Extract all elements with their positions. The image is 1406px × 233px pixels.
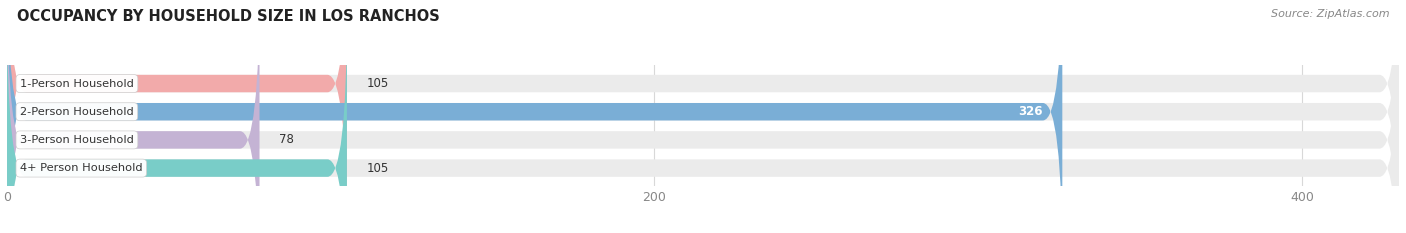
Text: 105: 105 [367, 161, 388, 175]
Text: 2-Person Household: 2-Person Household [20, 107, 134, 117]
FancyBboxPatch shape [7, 0, 260, 233]
Text: Source: ZipAtlas.com: Source: ZipAtlas.com [1271, 9, 1389, 19]
FancyBboxPatch shape [7, 8, 1399, 233]
FancyBboxPatch shape [7, 0, 1399, 233]
Text: 78: 78 [278, 134, 294, 146]
FancyBboxPatch shape [7, 8, 347, 233]
Text: 3-Person Household: 3-Person Household [20, 135, 134, 145]
FancyBboxPatch shape [7, 0, 1399, 233]
Text: 1-Person Household: 1-Person Household [20, 79, 134, 89]
FancyBboxPatch shape [7, 0, 1399, 233]
Text: OCCUPANCY BY HOUSEHOLD SIZE IN LOS RANCHOS: OCCUPANCY BY HOUSEHOLD SIZE IN LOS RANCH… [17, 9, 440, 24]
Text: 4+ Person Household: 4+ Person Household [20, 163, 142, 173]
Text: 326: 326 [1018, 105, 1043, 118]
Text: 105: 105 [367, 77, 388, 90]
FancyBboxPatch shape [7, 0, 1063, 233]
FancyBboxPatch shape [7, 0, 347, 233]
